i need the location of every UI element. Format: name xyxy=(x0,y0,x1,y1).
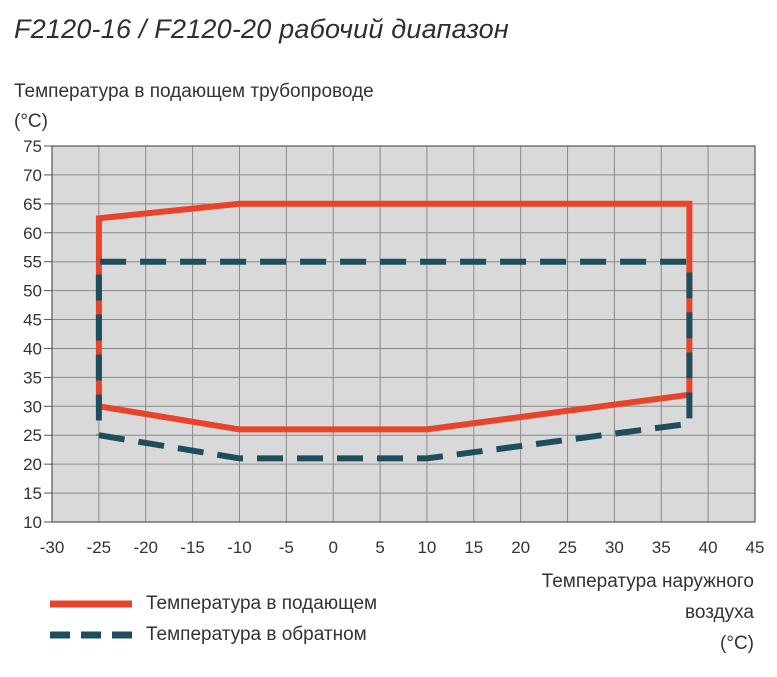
plot-border xyxy=(51,145,756,523)
y-tick-label: 45 xyxy=(23,311,42,330)
x-tick-label: 0 xyxy=(328,538,337,557)
y-tick-label: 10 xyxy=(23,513,42,532)
x-tick-label: -15 xyxy=(180,538,205,557)
x-axis-unit: (°C) xyxy=(720,633,754,654)
y-tick-label: 65 xyxy=(23,195,42,214)
y-tick-label: 40 xyxy=(23,339,42,358)
y-axis-label-line: Температура в подающем трубопроводе xyxy=(14,81,374,102)
y-tick-label: 15 xyxy=(23,484,42,503)
legend-swatch-return xyxy=(50,631,132,638)
x-axis-label: Температура наружного воздуха (°C) xyxy=(542,566,754,659)
series-line-return xyxy=(95,258,693,462)
legend: Температура в подающем Температура в обр… xyxy=(50,588,377,650)
y-tick-label: 55 xyxy=(23,253,42,272)
x-tick-label: -20 xyxy=(133,538,158,557)
x-tick-label: -10 xyxy=(227,538,252,557)
legend-item-supply: Температура в подающем xyxy=(50,588,377,619)
x-tick-labels: -30 -25 -20 -15 -10 -5 0 5 10 15 20 25 30 35 40 45 xyxy=(40,538,765,557)
y-tick-label: 35 xyxy=(23,368,42,387)
series-line-supply xyxy=(95,200,693,433)
x-tick-label: -25 xyxy=(87,538,112,557)
y-tick-label: 25 xyxy=(23,426,42,445)
legend-label-supply: Температура в подающем xyxy=(146,592,378,614)
x-tick-label: -30 xyxy=(40,538,65,557)
legend-swatch-supply xyxy=(50,600,132,607)
x-tick-label: 15 xyxy=(464,538,483,557)
x-tick-label: 5 xyxy=(375,538,384,557)
x-tick-label: 10 xyxy=(417,538,436,557)
y-tick-label: 30 xyxy=(23,397,42,416)
legend-label-return: Температура в обратном xyxy=(146,623,367,645)
y-tick-label: 50 xyxy=(23,282,42,301)
x-tick-label: 25 xyxy=(558,538,577,557)
x-tick-label: -5 xyxy=(279,538,294,557)
y-tick-labels: 10 15 20 25 30 35 40 45 50 55 60 65 70 75 xyxy=(23,137,42,532)
x-axis-label-line-2: воздуха xyxy=(685,602,754,623)
chart-title: F2120-16 / F2120-20 рабочий диапазон xyxy=(14,14,509,44)
x-tick-label: 45 xyxy=(746,538,765,557)
y-tick-label: 20 xyxy=(23,455,42,474)
x-tick-label: 40 xyxy=(699,538,718,557)
x-tick-label: 35 xyxy=(652,538,671,557)
x-axis-label-line-1: Температура наружного xyxy=(541,571,754,592)
y-axis-unit: (°C) xyxy=(14,111,48,132)
y-tick-label: 75 xyxy=(23,137,42,156)
x-tick-label: 30 xyxy=(605,538,624,557)
y-tick-label: 60 xyxy=(23,224,42,243)
y-axis-label: Температура в подающем трубопроводе (°C) xyxy=(14,77,374,137)
series-lines xyxy=(95,200,693,462)
legend-item-return: Температура в обратном xyxy=(50,619,377,650)
x-tick-label: 20 xyxy=(511,538,530,557)
y-tick-label: 70 xyxy=(23,166,42,185)
